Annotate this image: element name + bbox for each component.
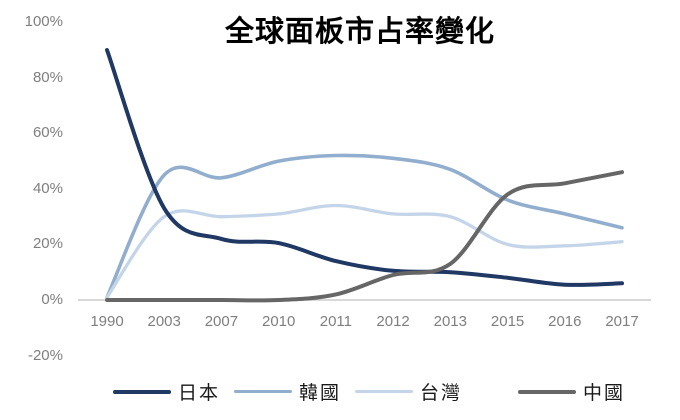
x-tick-label: 2003 [147, 313, 181, 330]
legend-line-swatch [355, 389, 413, 394]
legend-label: 韓國 [298, 383, 341, 404]
y-tick-label: 0% [41, 291, 63, 308]
chart-legend: 日本 韓國 台灣 中國 [58, 378, 680, 405]
legend-item: 台灣 [355, 378, 462, 405]
series-line-0 [105, 153, 624, 299]
y-tick-label: 100% [24, 13, 63, 31]
y-tick-label: -20% [27, 346, 63, 364]
series-line-1 [105, 203, 624, 299]
x-tick-label: 2013 [433, 313, 467, 330]
x-tick-label: 2012 [376, 313, 410, 330]
x-tick-label: 1990 [90, 313, 124, 330]
y-tick-label: 40% [32, 179, 63, 197]
x-tick-label: 2011 [319, 313, 353, 330]
legend-line-swatch [112, 389, 171, 394]
x-tick-label: 2017 [605, 313, 639, 330]
legend-line-swatch [233, 389, 292, 394]
legend-label: 台灣 [420, 383, 463, 404]
legend-label: 中國 [583, 383, 626, 404]
x-tick-label: 2010 [262, 313, 296, 330]
chart-title: 全球面板市占率變化 [224, 16, 495, 48]
y-tick-label: 20% [32, 235, 63, 253]
legend-item: 中國 [518, 378, 625, 405]
y-tick-label: 60% [32, 124, 63, 142]
y-tick-label: 80% [32, 68, 63, 86]
series-line-2 [105, 48, 624, 287]
x-tick-label: 2016 [548, 313, 582, 330]
legend-item: 日本 [112, 378, 220, 405]
x-tick-label: 2015 [490, 313, 525, 330]
legend-item: 韓國 [233, 378, 341, 405]
series-group [105, 48, 624, 303]
series-line-3 [105, 170, 624, 303]
x-tick-label: 2007 [204, 313, 239, 330]
legend-label: 日本 [177, 383, 220, 404]
legend-line-swatch [518, 389, 577, 394]
